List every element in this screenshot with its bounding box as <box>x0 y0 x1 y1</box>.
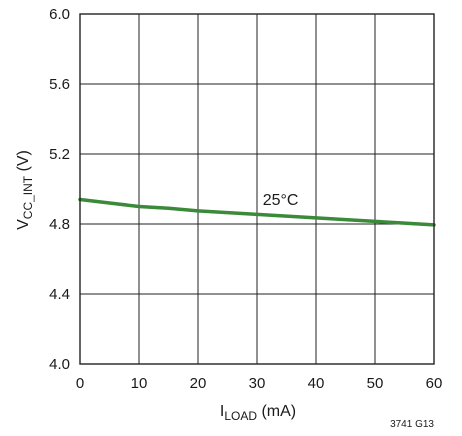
series-line <box>78 197 436 227</box>
x-axis-title-main: I <box>220 403 224 420</box>
y-tick-label: 4.8 <box>49 216 70 233</box>
x-axis-ticks: 0 10 20 30 40 50 60 <box>76 375 443 392</box>
y-axis-title-main: V <box>15 219 32 230</box>
y-tick-label: 5.6 <box>49 76 70 93</box>
grid <box>80 14 434 364</box>
x-tick-label: 30 <box>249 375 266 392</box>
y-tick-label: 6.0 <box>49 6 70 23</box>
x-tick-label: 40 <box>308 375 325 392</box>
y-tick-label: 4.0 <box>49 356 70 373</box>
x-tick-label: 0 <box>76 375 84 392</box>
y-tick-label: 5.2 <box>49 146 70 163</box>
y-tick-label: 4.4 <box>49 286 70 303</box>
plot-border <box>79 13 435 365</box>
annotations: 25°C <box>263 192 299 209</box>
x-tick-label: 60 <box>426 375 443 392</box>
y-axis-title-sub: CC_INT <box>21 175 35 219</box>
x-axis-title: ILOAD (mA) <box>220 403 296 423</box>
series-layer <box>78 197 436 227</box>
y-axis-ticks: 4.0 4.4 4.8 5.2 5.6 6.0 <box>49 6 70 373</box>
series-annotation: 25°C <box>263 192 299 209</box>
x-axis-title-unit: (mA) <box>257 403 296 420</box>
y-axis-title-unit: (V) <box>15 150 32 176</box>
figure-note: 3741 G13 <box>390 419 434 430</box>
x-tick-label: 20 <box>190 375 207 392</box>
x-tick-label: 10 <box>131 375 148 392</box>
y-axis-title: VCC_INT (V) <box>15 150 35 230</box>
x-axis-title-sub: LOAD <box>224 409 257 423</box>
plot-frame <box>79 13 435 365</box>
x-tick-label: 50 <box>367 375 384 392</box>
